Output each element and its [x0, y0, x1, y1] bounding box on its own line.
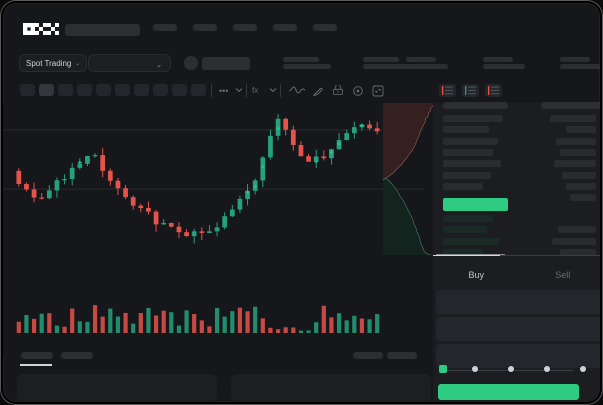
svg-text:fx: fx: [252, 86, 258, 95]
svg-text:•••: •••: [219, 86, 228, 96]
